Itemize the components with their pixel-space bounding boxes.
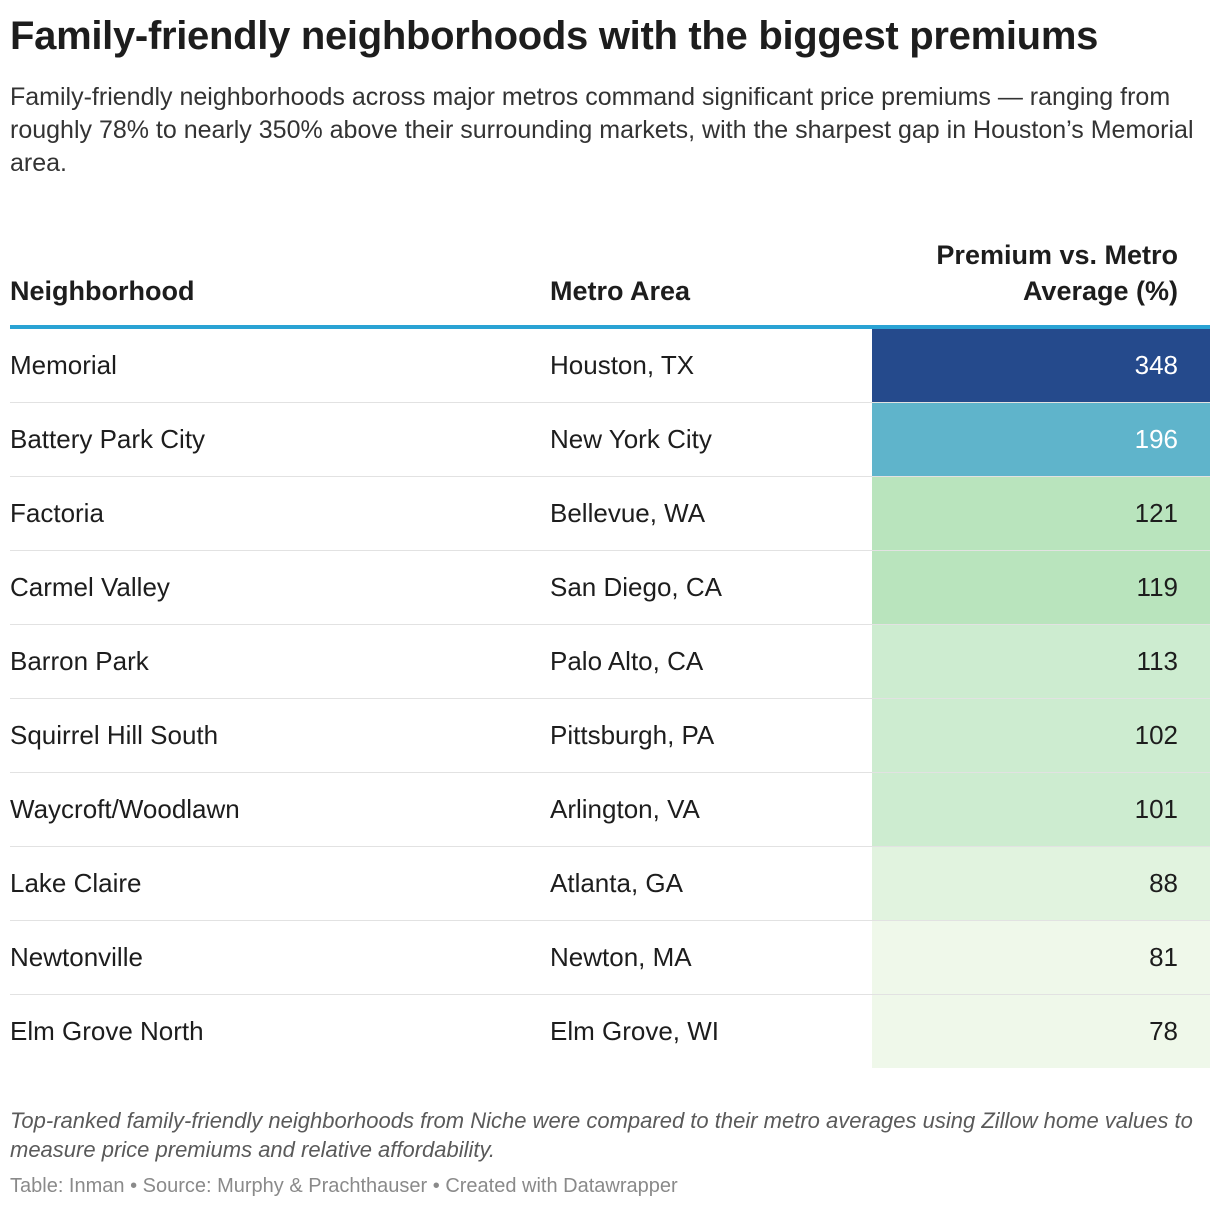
cell-metro-area: Arlington, VA [550, 794, 700, 824]
cell-premium: 348 [872, 329, 1210, 402]
table-row: Waycroft/Woodlawn Arlington, VA 101 [10, 773, 1210, 847]
cell-neighborhood: Newtonville [10, 942, 143, 972]
table-row: Elm Grove North Elm Grove, WI 78 [10, 995, 1210, 1068]
cell-neighborhood: Memorial [10, 350, 117, 380]
data-table: Neighborhood Metro Area Premium vs. Metr… [10, 232, 1210, 1068]
cell-neighborhood: Elm Grove North [10, 1016, 204, 1046]
chart-credits: Table: Inman • Source: Murphy & Prachtha… [10, 1175, 678, 1197]
cell-premium: 81 [872, 921, 1210, 994]
table-row: Memorial Houston, TX 348 [10, 329, 1210, 403]
cell-neighborhood: Factoria [10, 498, 104, 528]
cell-neighborhood: Lake Claire [10, 868, 142, 898]
cell-premium: 196 [872, 403, 1210, 476]
cell-metro-area: Newton, MA [550, 942, 692, 972]
cell-metro-area: Atlanta, GA [550, 868, 683, 898]
chart-subtitle: Family-friendly neighborhoods across maj… [10, 83, 1194, 177]
table-row: Lake Claire Atlanta, GA 88 [10, 847, 1210, 921]
column-header-premium[interactable]: Premium vs. Metro Average (%) [858, 237, 1178, 309]
table-row: Barron Park Palo Alto, CA 113 [10, 625, 1210, 699]
table-row: Squirrel Hill South Pittsburgh, PA 102 [10, 699, 1210, 773]
cell-premium: 113 [872, 625, 1210, 698]
table-row: Carmel Valley San Diego, CA 119 [10, 551, 1210, 625]
column-header-premium-line2: Average (%) [1022, 276, 1178, 306]
cell-neighborhood: Carmel Valley [10, 572, 170, 602]
column-header-premium-line1: Premium vs. Metro [936, 240, 1178, 270]
cell-premium: 119 [872, 551, 1210, 624]
cell-premium: 121 [872, 477, 1210, 550]
cell-metro-area: Pittsburgh, PA [550, 720, 715, 750]
table-header: Neighborhood Metro Area Premium vs. Metr… [10, 232, 1210, 329]
cell-premium: 101 [872, 773, 1210, 846]
chart-title: Family-friendly neighborhoods with the b… [10, 14, 1099, 58]
cell-neighborhood: Barron Park [10, 646, 149, 676]
column-header-metro-area[interactable]: Metro Area [550, 276, 691, 306]
table-body: Memorial Houston, TX 348 Battery Park City N… [10, 329, 1210, 1068]
cell-metro-area: New York City [550, 424, 712, 454]
table-row: Battery Park City New York City 196 [10, 403, 1210, 477]
cell-premium: 88 [872, 847, 1210, 920]
cell-neighborhood: Battery Park City [10, 424, 206, 454]
column-header-neighborhood[interactable]: Neighborhood [10, 276, 195, 306]
cell-metro-area: San Diego, CA [550, 572, 722, 602]
cell-neighborhood: Squirrel Hill South [10, 720, 219, 750]
cell-metro-area: Bellevue, WA [550, 498, 706, 528]
cell-premium: 78 [872, 995, 1210, 1068]
cell-metro-area: Palo Alto, CA [550, 646, 704, 676]
table-row: Factoria Bellevue, WA 121 [10, 477, 1210, 551]
cell-premium: 102 [872, 699, 1210, 772]
cell-metro-area: Elm Grove, WI [550, 1016, 720, 1046]
table-row: Newtonville Newton, MA 81 [10, 921, 1210, 995]
chart-notes: Top-ranked family-friendly neighborhoods… [10, 1108, 1193, 1162]
cell-metro-area: Houston, TX [550, 350, 695, 380]
cell-neighborhood: Waycroft/Woodlawn [10, 794, 240, 824]
